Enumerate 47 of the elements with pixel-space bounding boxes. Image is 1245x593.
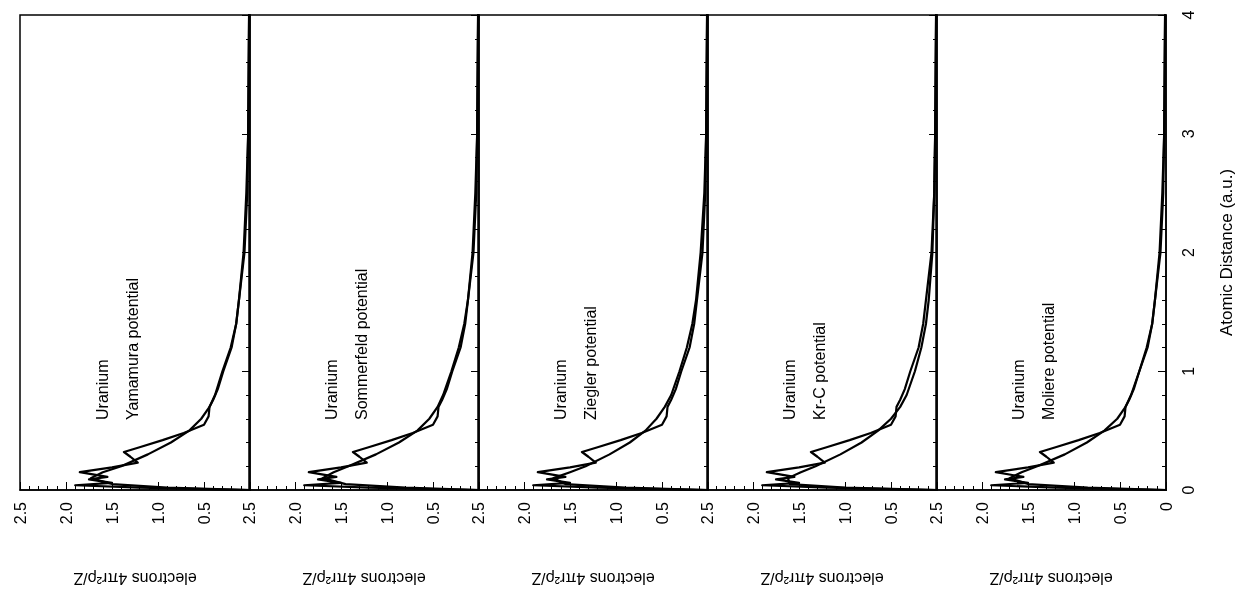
x-tick-label: 0.5 (653, 501, 671, 525)
annotation: Uranium (93, 359, 111, 420)
x-tick-label: 2.5 (469, 501, 487, 525)
annotation: Uranium (322, 359, 340, 420)
annotation: Uranium (780, 359, 798, 420)
x-tick-label: 0.5 (1111, 501, 1129, 525)
annotation: Ziegler potential (581, 306, 599, 420)
y-tick-label: 2 (1179, 247, 1197, 257)
y-axis-title: Atomic Distance (a.u.) (1217, 168, 1236, 337)
x-tick-label: 1.5 (561, 501, 579, 525)
x-tick-label: 1.5 (1019, 501, 1037, 525)
x-axis-title: electrons 4πr²ρ/Z (760, 569, 884, 587)
x-tick-label: 0.5 (882, 501, 900, 525)
annotation: Kr-C potential (810, 322, 828, 420)
x-axis-title: electrons 4πr²ρ/Z (531, 569, 655, 587)
x-axis-title: electrons 4πr²ρ/Z (302, 569, 426, 587)
annotation: Uranium (551, 359, 569, 420)
y-tick-label: 4 (1179, 10, 1197, 20)
y-tick-label: 0 (1179, 485, 1197, 495)
x-tick-label: 2.0 (973, 501, 991, 525)
x-tick-label: 1.5 (790, 501, 808, 525)
x-tick-label: 2.0 (515, 501, 533, 525)
annotation: Moliere potential (1039, 302, 1057, 420)
x-tick-label: 1.0 (378, 501, 396, 525)
x-tick-label: 0 (1157, 501, 1175, 511)
x-tick-label: 1.5 (103, 501, 121, 525)
annotation: Yamamura potential (123, 278, 141, 420)
x-tick-label: 2.0 (744, 501, 762, 525)
x-tick-label: 1.0 (607, 501, 625, 525)
x-tick-label: 2.5 (11, 501, 29, 525)
x-tick-label: 0.5 (424, 501, 442, 525)
x-tick-label: 2.5 (698, 501, 716, 525)
x-tick-label: 2.5 (240, 501, 258, 525)
y-tick-label: 1 (1179, 366, 1197, 376)
x-axis-title: electrons 4πr²ρ/Z (989, 569, 1113, 587)
annotation: Sommerfeld potential (352, 268, 370, 420)
annotation: Uranium (1009, 359, 1027, 420)
x-tick-label: 2.0 (57, 501, 75, 525)
x-axis-title: electrons 4πr²ρ/Z (73, 569, 197, 587)
x-tick-label: 1.5 (332, 501, 350, 525)
x-tick-label: 2.5 (927, 501, 945, 525)
y-tick-label: 3 (1179, 129, 1197, 139)
x-tick-label: 1.0 (836, 501, 854, 525)
x-tick-label: 1.0 (1065, 501, 1083, 525)
x-tick-label: 1.0 (149, 501, 167, 525)
x-tick-label: 0.5 (195, 501, 213, 525)
x-tick-label: 2.0 (286, 501, 304, 525)
